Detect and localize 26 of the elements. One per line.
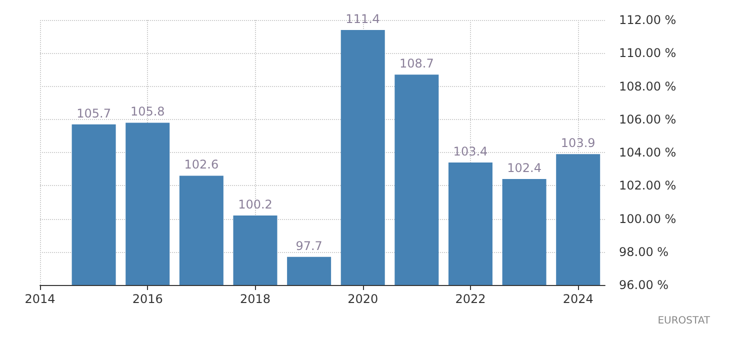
- data-label: 103.4: [453, 144, 488, 158]
- y-tick-label: 104.00 %: [619, 146, 676, 160]
- x-tick-label: 2022: [455, 292, 486, 306]
- data-label: 102.6: [184, 158, 219, 172]
- x-tick-label: 2018: [240, 292, 271, 306]
- y-tick-label: 108.00 %: [619, 79, 676, 94]
- y-tick-label: 98.00 %: [619, 244, 669, 259]
- y-tick-label: 96.00 %: [619, 278, 669, 292]
- y-tick-label: 112.00 %: [619, 13, 676, 27]
- data-label: 108.7: [399, 56, 434, 71]
- text: EUROSTAT: [658, 316, 711, 326]
- data-label: 100.2: [238, 197, 272, 212]
- y-tick-label: 100.00 %: [619, 212, 676, 226]
- data-label: 111.4: [346, 12, 380, 26]
- y-tick-label: 110.00 %: [619, 46, 676, 60]
- y-tick-label: 106.00 %: [619, 112, 676, 126]
- x-tick-label: 2016: [132, 292, 163, 306]
- x-tick-label: 2014: [24, 292, 56, 306]
- data-label: 97.7: [296, 238, 322, 253]
- x-tick-label: 2024: [562, 292, 594, 306]
- data-label: 105.8: [130, 104, 165, 119]
- data-label: 103.9: [560, 136, 596, 150]
- x-tick-label: 2020: [348, 292, 378, 306]
- y-tick-label: 102.00 %: [619, 178, 676, 193]
- data-label: 102.4: [507, 161, 542, 175]
- data-label: 105.7: [76, 106, 111, 120]
